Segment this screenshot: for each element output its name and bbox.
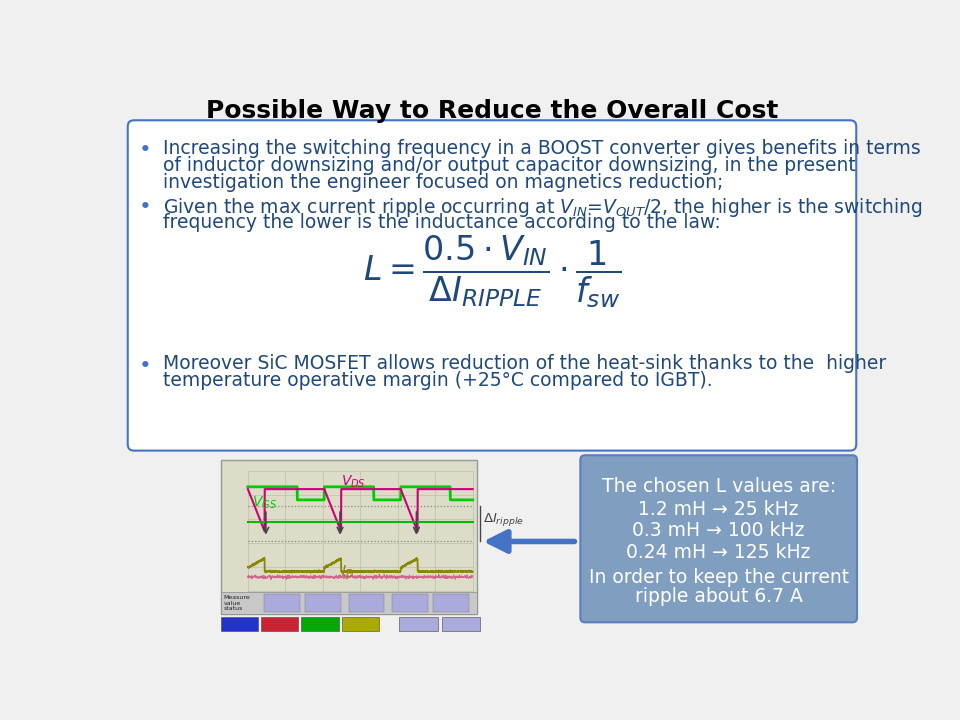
FancyBboxPatch shape xyxy=(581,455,857,622)
FancyBboxPatch shape xyxy=(342,617,379,631)
Text: •: • xyxy=(139,140,152,161)
FancyBboxPatch shape xyxy=(261,617,299,631)
Text: of inductor downsizing and/or output capacitor downsizing, in the present: of inductor downsizing and/or output cap… xyxy=(162,156,855,175)
Text: 0.24 mH → 125 kHz: 0.24 mH → 125 kHz xyxy=(627,543,811,562)
FancyBboxPatch shape xyxy=(221,617,258,631)
Text: $I_D$: $I_D$ xyxy=(341,564,354,580)
Text: •: • xyxy=(139,356,152,376)
Text: temperature operative margin (+25°C compared to IGBT).: temperature operative margin (+25°C comp… xyxy=(162,372,712,390)
Text: 0.3 mH → 100 kHz: 0.3 mH → 100 kHz xyxy=(633,521,804,541)
Text: $V_{DS}$: $V_{DS}$ xyxy=(341,474,366,490)
FancyBboxPatch shape xyxy=(442,617,480,631)
FancyBboxPatch shape xyxy=(305,594,341,612)
Text: The chosen L values are:: The chosen L values are: xyxy=(602,477,836,496)
FancyBboxPatch shape xyxy=(348,594,384,612)
FancyArrowPatch shape xyxy=(490,532,574,552)
Text: $\Delta I_{ripple}$: $\Delta I_{ripple}$ xyxy=(483,511,524,528)
Text: frequency the lower is the inductance according to the law:: frequency the lower is the inductance ac… xyxy=(162,212,720,232)
FancyBboxPatch shape xyxy=(221,593,476,614)
Text: Increasing the switching frequency in a BOOST converter gives benefits in terms: Increasing the switching frequency in a … xyxy=(162,139,921,158)
Text: In order to keep the current: In order to keep the current xyxy=(588,567,849,587)
Text: Given the max current ripple occurring at $V_{IN}$=$V_{OUT}$/2, the higher is th: Given the max current ripple occurring a… xyxy=(162,196,923,219)
FancyBboxPatch shape xyxy=(392,594,428,612)
Text: investigation the engineer focused on magnetics reduction;: investigation the engineer focused on ma… xyxy=(162,173,723,192)
FancyBboxPatch shape xyxy=(399,617,438,631)
Text: Possible Way to Reduce the Overall Cost: Possible Way to Reduce the Overall Cost xyxy=(205,99,779,124)
Text: •: • xyxy=(139,197,152,217)
Text: Measure
value
status: Measure value status xyxy=(224,595,251,611)
FancyBboxPatch shape xyxy=(221,460,476,614)
Text: ripple about 6.7 A: ripple about 6.7 A xyxy=(635,587,803,606)
Text: 1.2 mH → 25 kHz: 1.2 mH → 25 kHz xyxy=(638,500,799,519)
Text: $L = \dfrac{0.5 \cdot V_{IN}}{\Delta I_{RIPPLE}} \cdot \dfrac{1}{f_{sw}}$: $L = \dfrac{0.5 \cdot V_{IN}}{\Delta I_{… xyxy=(363,233,621,310)
FancyBboxPatch shape xyxy=(264,594,300,612)
FancyBboxPatch shape xyxy=(128,120,856,451)
Text: $V_{GS}$: $V_{GS}$ xyxy=(252,495,276,511)
Text: Moreover SiC MOSFET allows reduction of the heat-sink thanks to the  higher: Moreover SiC MOSFET allows reduction of … xyxy=(162,354,886,374)
FancyBboxPatch shape xyxy=(301,617,339,631)
FancyBboxPatch shape xyxy=(433,594,468,612)
